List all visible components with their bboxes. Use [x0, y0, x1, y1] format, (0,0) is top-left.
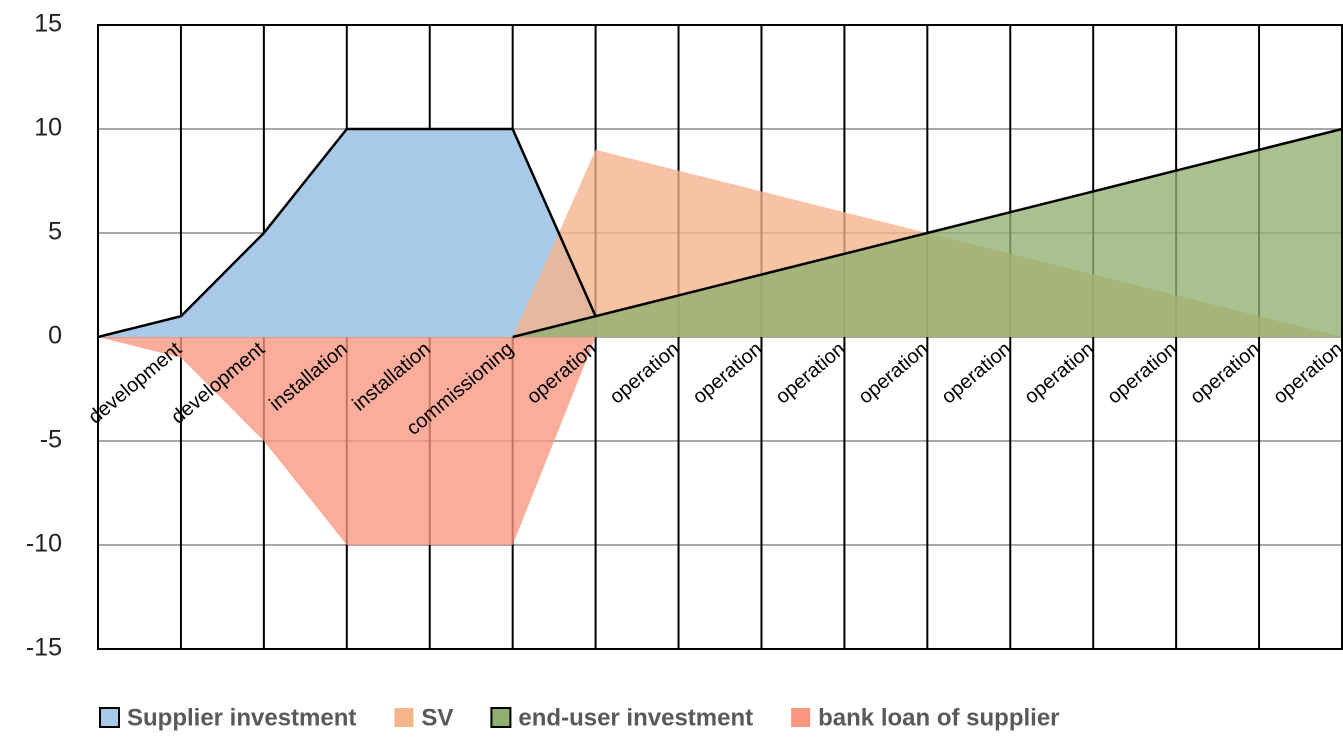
y-tick-label: -10: [26, 530, 62, 558]
x-tick-label: operation: [1020, 338, 1098, 408]
y-tick-label: 0: [48, 322, 62, 350]
legend-label: SV: [421, 704, 453, 731]
legend-swatch: [394, 708, 414, 727]
legend-swatch: [99, 707, 120, 728]
x-tick-label: operation: [937, 338, 1015, 408]
y-tick-label: 10: [34, 114, 62, 142]
y-tick-label: 15: [34, 10, 62, 38]
legend-label: bank loan of supplier: [818, 704, 1059, 731]
area-outline: [97, 127, 597, 339]
y-tick-label: 5: [48, 218, 62, 246]
x-tick-label: operation: [606, 338, 684, 408]
plot-border: [97, 24, 1343, 650]
area-outline: [512, 127, 1343, 339]
x-tick-label: operation: [1186, 338, 1264, 408]
x-tick-label: operation: [1269, 338, 1343, 408]
area: [98, 129, 596, 337]
x-tick-label: operation: [1103, 338, 1181, 408]
x-tick-label: operation: [855, 338, 933, 408]
legend: Supplier investment SV end-user investment…: [99, 704, 1060, 731]
legend-label: end-user investment: [518, 704, 753, 731]
y-tick-label: -5: [40, 426, 62, 454]
area: [98, 337, 596, 545]
legend-swatch: [490, 707, 512, 728]
legend-label: Supplier investment: [127, 704, 356, 731]
legend-swatch: [791, 708, 811, 727]
x-tick-label: operation: [689, 338, 767, 408]
x-tick-label: operation: [772, 338, 850, 408]
y-tick-label: -15: [26, 634, 62, 662]
